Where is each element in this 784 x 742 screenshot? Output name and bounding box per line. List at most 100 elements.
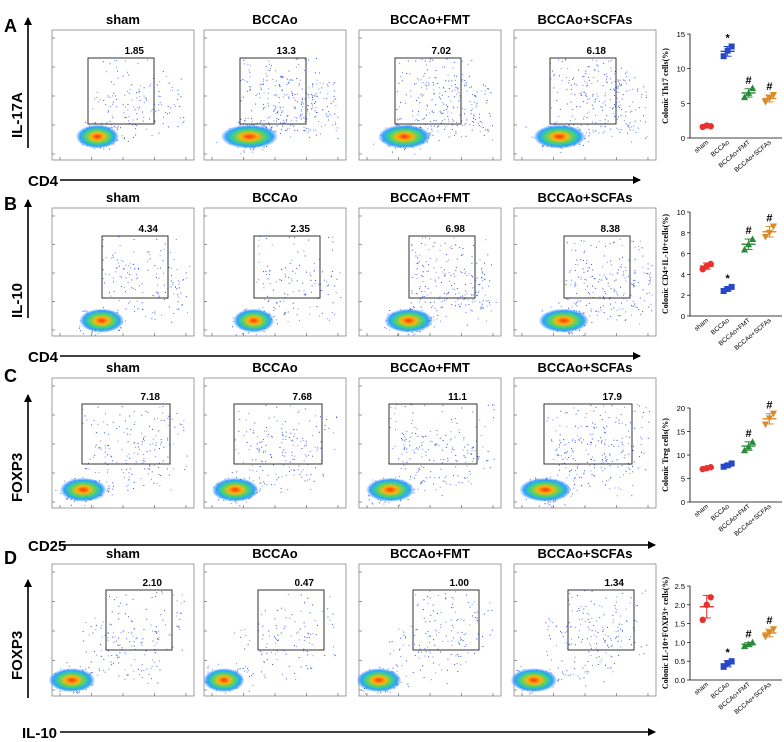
data-point bbox=[707, 123, 714, 130]
y-axis-label: Colonic Th17 cells(%) bbox=[661, 48, 670, 124]
significance-mark: # bbox=[745, 428, 751, 440]
category-label: BCCAo+SCFAs bbox=[733, 503, 773, 538]
gate-box bbox=[567, 589, 635, 651]
gate-percentage: 0.47 bbox=[295, 578, 315, 589]
panel-b: BIL-10CD4sham4.34BCCAo2.35BCCAo+FMT6.98B… bbox=[4, 190, 657, 366]
significance-mark: # bbox=[745, 225, 751, 237]
flow-plot-1: BCCAo 0.47 bbox=[203, 546, 347, 697]
density-core bbox=[538, 308, 589, 333]
density-core bbox=[510, 668, 558, 693]
data-point bbox=[720, 288, 727, 295]
density-core bbox=[75, 124, 119, 149]
significance-mark: * bbox=[725, 273, 730, 285]
y-tick-label: 5 bbox=[681, 99, 685, 108]
y-tick-label: 2.0 bbox=[675, 601, 685, 610]
density-core bbox=[378, 124, 431, 149]
y-axis-label: IL-17A bbox=[9, 92, 26, 138]
gate-percentage: 17.9 bbox=[603, 392, 623, 403]
data-point bbox=[740, 446, 749, 454]
gate-box bbox=[239, 57, 307, 125]
dot-plot-3: 0.0 0.5 1.0 1.5 2.0 2.5 Colonic IL-10+FOXP3+ c… bbox=[661, 577, 782, 716]
gate-percentage: 7.02 bbox=[432, 46, 452, 57]
series-sham: sham bbox=[693, 122, 714, 155]
gate-percentage: 1.00 bbox=[450, 578, 470, 589]
flow-plot-title: BCCAo+FMT bbox=[390, 546, 470, 561]
panel-letter: B bbox=[4, 194, 17, 214]
series-bccao: *BCCAo bbox=[710, 273, 735, 336]
flow-plot-3: BCCAo+SCFAs 1.34 bbox=[510, 546, 657, 697]
x-axis-label: CD25 bbox=[28, 538, 66, 555]
gate-box bbox=[408, 235, 476, 299]
y-tick-label: 10 bbox=[677, 208, 685, 217]
panel-letter: C bbox=[4, 366, 17, 386]
flow-plot-1: BCCAo 7.68 bbox=[203, 360, 347, 509]
data-point bbox=[769, 626, 778, 633]
flow-plot-title: BCCAo+SCFAs bbox=[538, 360, 633, 375]
flow-plot-title: sham bbox=[106, 546, 140, 561]
y-axis-label: FOXP3 bbox=[9, 631, 26, 680]
density-core bbox=[59, 477, 107, 502]
flow-plot-3: BCCAo+SCFAs 6.18 bbox=[513, 12, 657, 161]
flow-plot-title: BCCAo+SCFAs bbox=[538, 12, 633, 27]
data-point bbox=[707, 464, 714, 471]
gate-box bbox=[257, 589, 325, 651]
gate-percentage: 6.98 bbox=[446, 224, 466, 235]
gate-percentage: 7.18 bbox=[141, 392, 161, 403]
series-bccao-fmt: #BCCAo+FMT bbox=[718, 225, 757, 347]
y-tick-label: 0 bbox=[681, 134, 685, 143]
panel-c: C FOXP3 CD25 sham 7.18 BCCAo 7.68 BCCAo+FMT 11.1… bbox=[4, 360, 657, 555]
data-point bbox=[728, 283, 735, 290]
flow-plot-title: sham bbox=[106, 190, 140, 205]
density-core bbox=[203, 668, 245, 693]
flow-plot-title: BCCAo+FMT bbox=[390, 360, 470, 375]
y-axis-label: FOXP3 bbox=[9, 453, 26, 502]
y-tick-label: 2.5 bbox=[675, 582, 685, 591]
category-label: BCCAo+SCFAs bbox=[733, 139, 773, 174]
y-tick-label: 20 bbox=[677, 404, 685, 413]
significance-mark: # bbox=[766, 213, 772, 225]
data-point bbox=[720, 463, 727, 470]
y-tick-label: 0.0 bbox=[675, 676, 685, 685]
y-tick-label: 4 bbox=[681, 270, 685, 279]
density-core bbox=[366, 477, 415, 502]
series-bccao-scfas: # BCCAo+SCFAs bbox=[733, 81, 778, 174]
y-axis-label: Colonic Treg cells(%) bbox=[661, 418, 670, 492]
data-point bbox=[765, 95, 774, 103]
flow-plot-title: BCCAo+FMT bbox=[390, 190, 470, 205]
y-tick-label: 10 bbox=[677, 65, 685, 74]
significance-mark: # bbox=[766, 615, 772, 627]
data-point bbox=[761, 233, 770, 241]
x-axis-label: CD4 bbox=[28, 173, 59, 190]
data-point bbox=[724, 285, 731, 292]
significance-mark: # bbox=[766, 81, 772, 93]
y-tick-label: 6 bbox=[681, 250, 685, 259]
data-point bbox=[761, 633, 770, 641]
gate-box bbox=[394, 57, 462, 125]
y-tick-label: 5 bbox=[681, 475, 685, 484]
data-point bbox=[728, 658, 735, 665]
flow-plot-title: BCCAo bbox=[252, 360, 298, 375]
panel-a: A IL-17A CD4 sham 1.85 BCCAo 13.3 BCCAo+FMT 7.02… bbox=[4, 12, 657, 190]
flow-plot-title: BCCAo+FMT bbox=[390, 12, 470, 27]
data-point bbox=[765, 229, 774, 237]
data-point bbox=[740, 93, 749, 101]
dot-plot-2: 0 5 10 15 20 Colonic Treg cells(%) sham BCCAo # B… bbox=[661, 400, 782, 538]
gate-box bbox=[549, 57, 617, 125]
data-point bbox=[765, 630, 774, 637]
category-label: BCCAo+SCFAs bbox=[733, 681, 773, 716]
category-label: sham bbox=[693, 139, 710, 155]
series-sham: sham bbox=[693, 260, 714, 333]
data-point bbox=[748, 84, 757, 92]
gate-percentage: 8.38 bbox=[601, 224, 621, 235]
flow-plot-frame bbox=[203, 207, 347, 337]
flow-plot-2: BCCAo+FMT 11.1 bbox=[358, 360, 502, 509]
significance-mark: # bbox=[745, 628, 751, 640]
density-core bbox=[48, 668, 96, 693]
flow-plot-0: sham 1.85 bbox=[51, 12, 195, 161]
data-point bbox=[724, 660, 731, 667]
data-point bbox=[748, 235, 757, 243]
gate-box bbox=[563, 235, 631, 299]
series-bccao: *BCCAo bbox=[710, 647, 735, 700]
